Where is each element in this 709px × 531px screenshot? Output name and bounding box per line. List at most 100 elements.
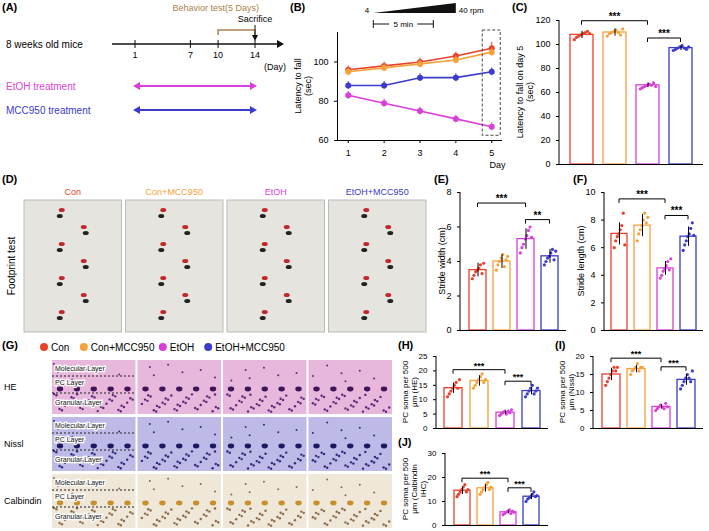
svg-text:Sacrifice: Sacrifice bbox=[238, 14, 273, 24]
svg-text:***: *** bbox=[668, 358, 679, 368]
svg-text:***: *** bbox=[480, 469, 491, 479]
svg-text:Con: Con bbox=[51, 342, 69, 353]
svg-text:4: 4 bbox=[365, 6, 370, 15]
svg-text:0: 0 bbox=[590, 325, 595, 335]
svg-text:PC soma per 500μm (CalbindinIH: PC soma per 500μm (CalbindinIHC) bbox=[401, 457, 428, 520]
svg-text:Con+MCC950: Con+MCC950 bbox=[91, 342, 155, 353]
svg-text:5 min: 5 min bbox=[394, 20, 414, 29]
html-text:(C): (C) bbox=[512, 1, 528, 13]
svg-text:15: 15 bbox=[576, 370, 585, 379]
svg-text:EtOH+MCC950: EtOH+MCC950 bbox=[346, 187, 409, 197]
svg-text:EtOH treatment: EtOH treatment bbox=[6, 81, 76, 92]
svg-text:14: 14 bbox=[250, 50, 260, 60]
svg-text:Molecular Layer: Molecular Layer bbox=[55, 422, 105, 430]
svg-text:Behavior test(5 Days): Behavior test(5 Days) bbox=[172, 3, 259, 13]
svg-text:***: *** bbox=[658, 28, 670, 39]
svg-text:Granular Layer: Granular Layer bbox=[55, 399, 102, 407]
svg-text:8 weeks old mice: 8 weeks old mice bbox=[6, 39, 83, 50]
svg-text:0: 0 bbox=[432, 521, 437, 530]
svg-text:10: 10 bbox=[213, 50, 223, 60]
svg-text:PC Layer: PC Layer bbox=[55, 436, 85, 444]
svg-text:5: 5 bbox=[489, 148, 494, 158]
svg-text:Day: Day bbox=[489, 160, 506, 170]
svg-text:***: *** bbox=[474, 361, 485, 371]
svg-text:EtOH+MCC950: EtOH+MCC950 bbox=[215, 342, 285, 353]
svg-text:10: 10 bbox=[428, 497, 437, 506]
svg-text:***: *** bbox=[609, 11, 621, 22]
svg-text:Molecular Layer: Molecular Layer bbox=[55, 479, 105, 487]
svg-text:80: 80 bbox=[540, 63, 550, 73]
svg-text:EtOH: EtOH bbox=[265, 187, 287, 197]
svg-text:7: 7 bbox=[188, 50, 193, 60]
svg-text:1: 1 bbox=[346, 148, 351, 158]
svg-text:PC soma per 500μm (HE): PC soma per 500μm (HE) bbox=[401, 360, 419, 423]
svg-text:20: 20 bbox=[576, 352, 585, 361]
svg-text:8: 8 bbox=[446, 187, 451, 197]
svg-text:0: 0 bbox=[545, 159, 550, 169]
svg-text:***: *** bbox=[636, 189, 648, 200]
svg-text:3: 3 bbox=[417, 148, 422, 158]
svg-text:8: 8 bbox=[590, 215, 595, 225]
svg-text:40: 40 bbox=[540, 111, 550, 121]
svg-text:30: 30 bbox=[428, 449, 437, 458]
svg-text:6: 6 bbox=[446, 222, 451, 232]
svg-text:Latency to fall(sec): Latency to fall(sec) bbox=[293, 58, 313, 114]
svg-text:2: 2 bbox=[590, 298, 595, 308]
svg-text:**: ** bbox=[534, 210, 542, 221]
svg-text:PC Layer: PC Layer bbox=[55, 379, 85, 387]
svg-text:***: *** bbox=[631, 349, 642, 359]
html-text:(F): (F) bbox=[573, 173, 587, 185]
svg-text:4: 4 bbox=[446, 256, 451, 266]
svg-text:(Day): (Day) bbox=[264, 62, 286, 72]
svg-text:0: 0 bbox=[423, 424, 428, 433]
svg-text:Molecular Layer: Molecular Layer bbox=[55, 365, 105, 373]
svg-text:4: 4 bbox=[453, 148, 458, 158]
svg-text:100: 100 bbox=[535, 39, 550, 49]
svg-text:Stride width (cm): Stride width (cm) bbox=[437, 227, 447, 295]
html-text:(B): (B) bbox=[290, 1, 306, 13]
svg-text:Calbindin: Calbindin bbox=[4, 496, 42, 506]
svg-text:60: 60 bbox=[318, 135, 328, 145]
svg-text:25: 25 bbox=[419, 352, 428, 361]
svg-text:Latency to fall on day 5(sec): Latency to fall on day 5(sec) bbox=[515, 46, 535, 139]
svg-text:1: 1 bbox=[132, 50, 137, 60]
svg-text:10: 10 bbox=[419, 395, 428, 404]
svg-text:PC soma per 500μm (Nissl): PC soma per 500μm (Nissl) bbox=[558, 360, 576, 423]
svg-text:100: 100 bbox=[313, 57, 328, 67]
svg-text:HE: HE bbox=[4, 382, 17, 392]
svg-text:15: 15 bbox=[419, 381, 428, 390]
html-text:(A): (A) bbox=[2, 1, 18, 13]
svg-text:2: 2 bbox=[382, 148, 387, 158]
svg-text:20: 20 bbox=[428, 473, 437, 482]
svg-text:EtOH: EtOH bbox=[170, 342, 194, 353]
svg-text:6: 6 bbox=[590, 243, 595, 253]
svg-text:Footprint test: Footprint test bbox=[6, 237, 17, 296]
svg-text:***: *** bbox=[496, 193, 508, 204]
svg-text:PC Layer: PC Layer bbox=[55, 493, 85, 501]
svg-text:0: 0 bbox=[580, 424, 585, 433]
svg-text:5: 5 bbox=[580, 406, 585, 415]
svg-text:Granular Layer: Granular Layer bbox=[55, 456, 102, 464]
svg-text:Con: Con bbox=[64, 187, 81, 197]
svg-text:***: *** bbox=[513, 372, 524, 382]
svg-text:20: 20 bbox=[540, 135, 550, 145]
svg-text:***: *** bbox=[514, 479, 525, 489]
svg-text:20: 20 bbox=[419, 366, 428, 375]
svg-text:MCC950 treatment: MCC950 treatment bbox=[6, 105, 91, 116]
svg-text:60: 60 bbox=[540, 87, 550, 97]
svg-text:0: 0 bbox=[446, 325, 451, 335]
svg-text:80: 80 bbox=[318, 96, 328, 106]
svg-text:Con+MCC950: Con+MCC950 bbox=[146, 187, 203, 197]
svg-text:10: 10 bbox=[576, 388, 585, 397]
svg-text:***: *** bbox=[671, 205, 683, 216]
svg-text:10: 10 bbox=[585, 187, 595, 197]
svg-text:120: 120 bbox=[535, 15, 550, 25]
html-text:(E): (E) bbox=[434, 173, 449, 185]
svg-text:2: 2 bbox=[446, 291, 451, 301]
svg-text:Stride length (cm): Stride length (cm) bbox=[576, 225, 586, 296]
svg-text:4: 4 bbox=[590, 270, 595, 280]
svg-text:40 rpm: 40 rpm bbox=[459, 6, 484, 15]
svg-text:Granular Layer: Granular Layer bbox=[55, 513, 102, 521]
svg-text:Nissl: Nissl bbox=[4, 439, 24, 449]
svg-text:5: 5 bbox=[423, 410, 428, 419]
